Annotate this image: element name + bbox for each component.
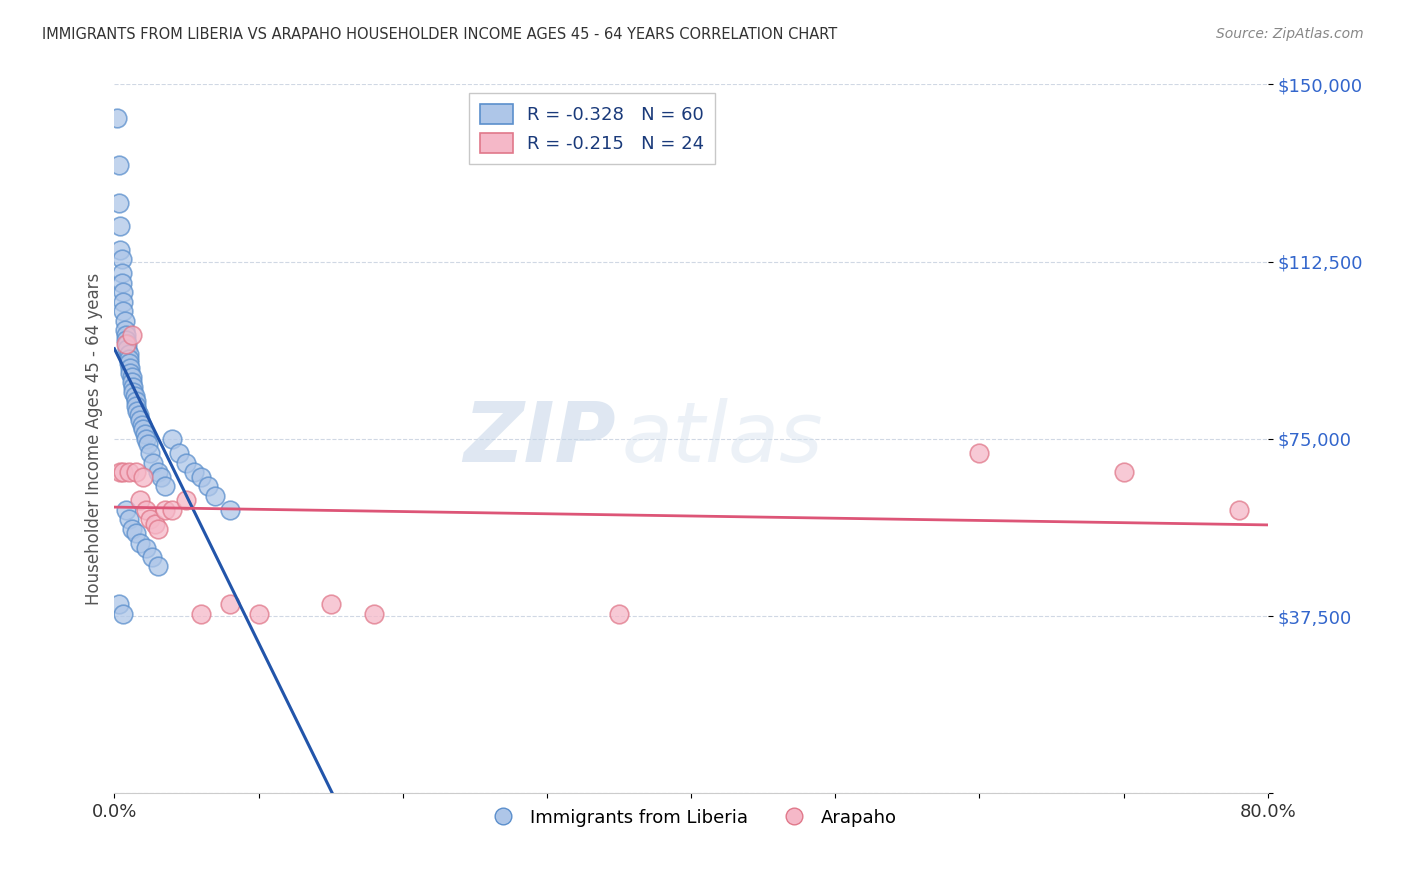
Point <box>124 389 146 403</box>
Legend: Immigrants from Liberia, Arapaho: Immigrants from Liberia, Arapaho <box>478 802 904 834</box>
Point <box>153 479 176 493</box>
Point <box>1112 465 1135 479</box>
Point <box>115 327 138 342</box>
Point <box>112 304 135 318</box>
Point <box>142 456 165 470</box>
Point <box>125 465 148 479</box>
Point <box>139 446 162 460</box>
Point <box>118 512 141 526</box>
Point <box>110 252 132 267</box>
Point <box>160 432 183 446</box>
Point <box>121 370 143 384</box>
Point <box>125 526 148 541</box>
Point <box>247 607 270 621</box>
Point <box>197 479 219 493</box>
Point <box>146 522 169 536</box>
Point <box>160 503 183 517</box>
Point <box>110 267 132 281</box>
Point <box>115 503 138 517</box>
Point <box>115 337 138 351</box>
Point <box>122 380 145 394</box>
Point <box>129 536 152 550</box>
Point <box>107 597 129 611</box>
Point <box>112 607 135 621</box>
Point <box>125 399 148 413</box>
Point <box>108 465 131 479</box>
Text: atlas: atlas <box>621 399 824 479</box>
Point <box>131 417 153 432</box>
Point <box>118 356 141 370</box>
Point <box>114 314 136 328</box>
Point <box>363 607 385 621</box>
Text: ZIP: ZIP <box>464 399 616 479</box>
Point <box>146 465 169 479</box>
Point <box>127 403 149 417</box>
Point <box>128 409 150 423</box>
Point <box>112 294 135 309</box>
Point <box>122 384 145 399</box>
Point <box>120 361 142 376</box>
Point <box>169 446 191 460</box>
Point <box>117 337 139 351</box>
Point <box>176 493 198 508</box>
Point <box>129 413 152 427</box>
Point <box>129 493 152 508</box>
Point <box>136 436 159 450</box>
Point <box>107 195 129 210</box>
Text: Source: ZipAtlas.com: Source: ZipAtlas.com <box>1216 27 1364 41</box>
Point <box>110 276 132 290</box>
Point <box>319 597 342 611</box>
Point <box>969 446 991 460</box>
Point <box>114 323 136 337</box>
Point <box>121 327 143 342</box>
Point <box>135 432 157 446</box>
Text: IMMIGRANTS FROM LIBERIA VS ARAPAHO HOUSEHOLDER INCOME AGES 45 - 64 YEARS CORRELA: IMMIGRANTS FROM LIBERIA VS ARAPAHO HOUSE… <box>42 27 838 42</box>
Point <box>121 375 143 389</box>
Point <box>139 512 162 526</box>
Point <box>132 422 155 436</box>
Point <box>149 469 172 483</box>
Point <box>125 394 148 409</box>
Point <box>120 366 142 380</box>
Point <box>118 351 141 366</box>
Point <box>121 522 143 536</box>
Point <box>607 607 630 621</box>
Point <box>115 333 138 347</box>
Point <box>118 347 141 361</box>
Point <box>112 285 135 300</box>
Point <box>141 549 163 564</box>
Point <box>176 456 198 470</box>
Point <box>135 503 157 517</box>
Point <box>1227 503 1250 517</box>
Point <box>112 465 135 479</box>
Point <box>135 541 157 555</box>
Point <box>153 503 176 517</box>
Point <box>118 465 141 479</box>
Point <box>134 427 156 442</box>
Point <box>143 516 166 531</box>
Point <box>108 243 131 257</box>
Point <box>218 503 240 517</box>
Point <box>204 489 226 503</box>
Point <box>183 465 205 479</box>
Point <box>107 158 129 172</box>
Point <box>190 607 212 621</box>
Point <box>132 469 155 483</box>
Point <box>117 342 139 356</box>
Point <box>108 219 131 234</box>
Point <box>146 559 169 574</box>
Point <box>190 469 212 483</box>
Y-axis label: Householder Income Ages 45 - 64 years: Householder Income Ages 45 - 64 years <box>86 273 103 605</box>
Point <box>105 111 128 125</box>
Point <box>218 597 240 611</box>
